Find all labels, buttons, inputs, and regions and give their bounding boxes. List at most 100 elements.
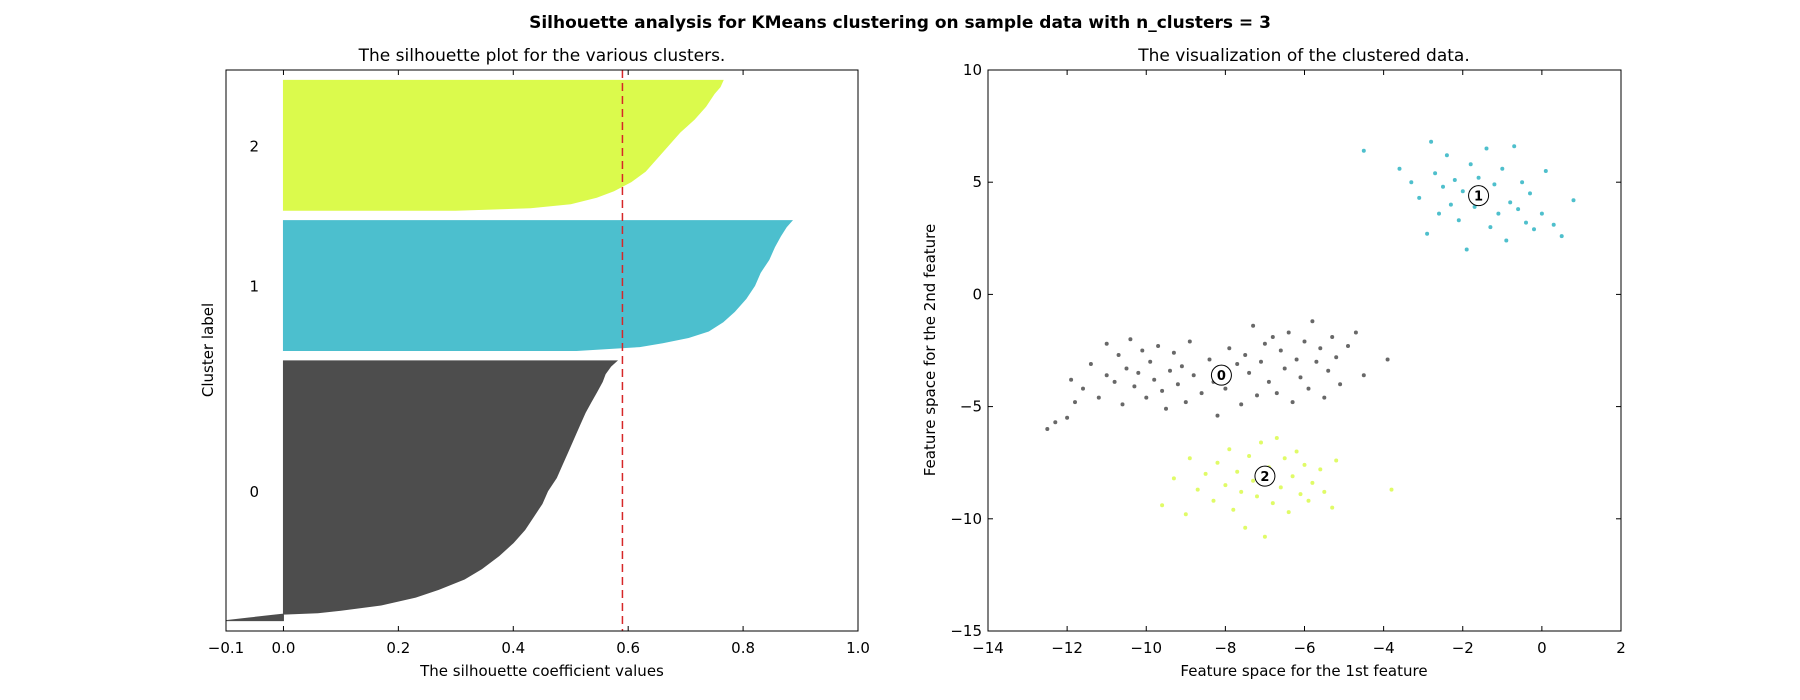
silhouette-x-axis-label: The silhouette coefficient values <box>419 662 664 680</box>
figure-suptitle: Silhouette analysis for KMeans clusterin… <box>529 13 1271 33</box>
point-cluster-1 <box>1504 238 1509 243</box>
point-cluster-2 <box>1294 449 1299 454</box>
point-cluster-1 <box>1532 227 1536 232</box>
cluster-center-label-0: 0 <box>1217 369 1226 384</box>
point-cluster-0 <box>1330 335 1335 339</box>
point-cluster-1 <box>1468 162 1473 167</box>
point-cluster-0 <box>1286 330 1291 335</box>
point-cluster-1 <box>1543 169 1548 173</box>
scatter-x-tick-label: −2 <box>1452 639 1474 657</box>
silhouette-plot-frame <box>225 69 859 632</box>
point-cluster-2 <box>1235 469 1240 474</box>
point-cluster-1 <box>1441 184 1445 189</box>
point-cluster-2 <box>1310 480 1315 485</box>
point-cluster-1 <box>1539 211 1544 216</box>
point-cluster-0 <box>1120 402 1125 407</box>
cluster-label-2: 2 <box>249 137 259 155</box>
cluster-center-1 <box>1468 185 1490 207</box>
point-cluster-0 <box>1353 330 1358 335</box>
point-cluster-0 <box>1243 353 1248 357</box>
silhouette-y-axis-label: Cluster label <box>199 303 217 397</box>
point-cluster-0 <box>1259 359 1263 364</box>
point-cluster-0 <box>1124 366 1129 371</box>
point-cluster-1 <box>1528 191 1532 196</box>
point-cluster-0 <box>1310 319 1315 324</box>
point-cluster-1 <box>1464 247 1469 252</box>
point-cluster-2 <box>1298 492 1303 497</box>
point-cluster-2 <box>1259 440 1263 445</box>
point-cluster-1 <box>1448 202 1453 207</box>
point-cluster-0 <box>1112 379 1117 384</box>
scatter-x-tick-label: −4 <box>1373 639 1395 657</box>
point-cluster-1 <box>1508 200 1513 205</box>
point-cluster-0 <box>1128 337 1133 342</box>
point-cluster-0 <box>1322 395 1327 400</box>
point-cluster-1 <box>1559 234 1564 239</box>
point-cluster-1 <box>1524 220 1528 225</box>
point-cluster-1 <box>1444 153 1449 158</box>
point-cluster-0 <box>1171 350 1176 355</box>
point-cluster-1 <box>1496 211 1501 216</box>
point-cluster-0 <box>1215 413 1220 418</box>
point-cluster-0 <box>1065 415 1070 420</box>
scatter-x-tick-label: 0 <box>1537 639 1547 657</box>
point-cluster-0 <box>1148 359 1153 364</box>
point-cluster-0 <box>1164 406 1168 411</box>
point-cluster-0 <box>1104 341 1109 346</box>
point-cluster-2 <box>1306 498 1311 503</box>
point-cluster-1 <box>1484 146 1489 151</box>
silhouette-x-ticks: −0.1 0.0 0.2 0.4 0.6 0.8 1.0 <box>208 70 870 657</box>
cluster-scatter-plot: The visualization of the clustered data.… <box>921 46 1626 680</box>
point-cluster-0 <box>1140 348 1145 353</box>
point-cluster-1 <box>1476 175 1481 180</box>
silhouette-x-tick-label: 0.6 <box>616 639 640 657</box>
point-cluster-2 <box>1274 436 1279 440</box>
point-cluster-0 <box>1136 370 1141 375</box>
point-cluster-1 <box>1520 180 1525 185</box>
cluster-label-1: 1 <box>249 278 259 296</box>
scatter-plot-frame <box>987 69 1622 632</box>
point-cluster-0 <box>1282 366 1287 371</box>
point-cluster-2 <box>1282 456 1287 461</box>
point-cluster-0 <box>1255 393 1259 398</box>
point-cluster-0 <box>1183 400 1188 405</box>
point-cluster-0 <box>1270 335 1275 339</box>
point-cluster-2 <box>1389 487 1394 492</box>
point-cluster-1 <box>1460 189 1465 194</box>
silhouette-plot-title: The silhouette plot for the various clus… <box>358 46 726 66</box>
silhouette-x-tick-label: 0.4 <box>501 639 525 657</box>
scatter-x-tick-label: −6 <box>1293 639 1315 657</box>
point-cluster-0 <box>1251 323 1256 328</box>
point-cluster-0 <box>1207 357 1212 362</box>
point-cluster-0 <box>1361 373 1366 378</box>
scatter-y-tick-label: 10 <box>963 61 982 79</box>
silhouette-cluster-0-fill <box>225 360 619 622</box>
scatter-y-tick-label: −15 <box>950 622 982 640</box>
silhouette-fills <box>225 79 794 622</box>
point-cluster-0 <box>1266 379 1271 384</box>
point-cluster-0 <box>1314 359 1319 364</box>
scatter-x-ticks: −14 −12 −10 −8 −6 −4 −2 0 2 <box>972 70 1626 657</box>
point-cluster-0 <box>1160 388 1165 393</box>
point-cluster-1 <box>1452 178 1457 182</box>
point-cluster-2 <box>1270 501 1275 506</box>
scatter-y-tick-label: −5 <box>960 398 982 416</box>
point-cluster-2 <box>1203 471 1208 476</box>
point-cluster-0 <box>1187 339 1192 344</box>
point-cluster-0 <box>1294 357 1299 362</box>
point-cluster-2 <box>1318 467 1323 472</box>
scatter-x-tick-label: 2 <box>1616 639 1626 657</box>
point-cluster-0 <box>1081 386 1085 391</box>
point-cluster-0 <box>1168 368 1172 373</box>
point-cluster-0 <box>1132 384 1137 389</box>
point-cluster-2 <box>1290 474 1295 479</box>
point-cluster-2 <box>1223 483 1228 488</box>
point-cluster-2 <box>1215 460 1220 465</box>
scatter-x-tick-label: −14 <box>972 639 1004 657</box>
scatter-x-tick-label: −12 <box>1051 639 1083 657</box>
point-cluster-0 <box>1227 346 1232 351</box>
point-cluster-1 <box>1571 198 1576 203</box>
point-cluster-0 <box>1096 395 1101 400</box>
point-cluster-0 <box>1104 373 1109 378</box>
